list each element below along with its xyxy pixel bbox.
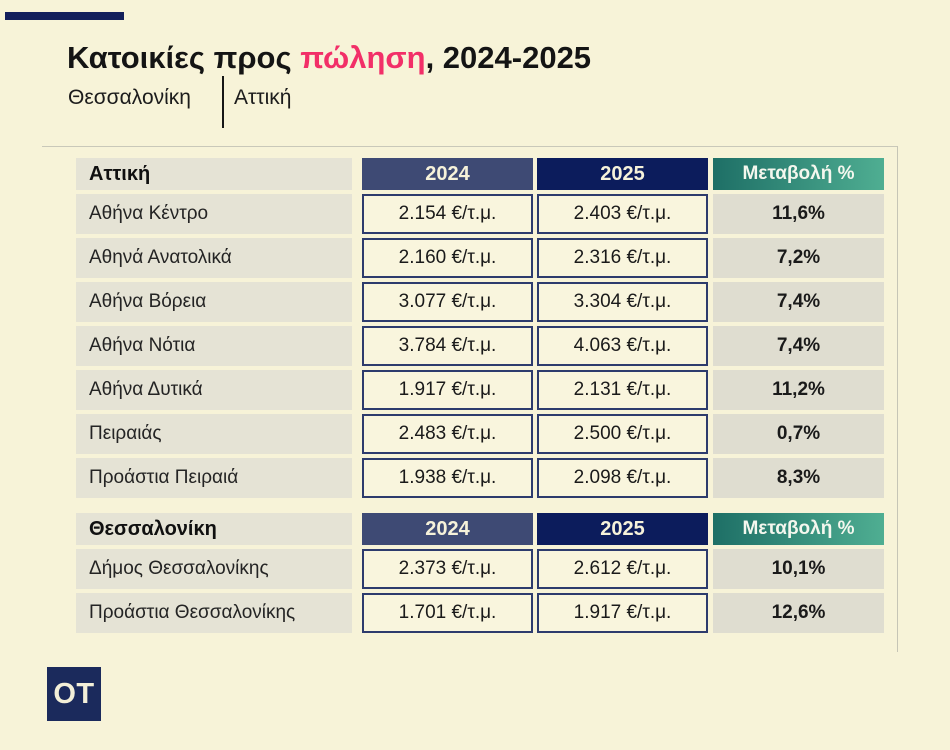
ot-logo-text: OT (53, 677, 95, 710)
value-2024: 3.077 €/τ.μ. (362, 282, 533, 322)
column-header-change: Μεταβολή % (713, 513, 884, 545)
title-highlight: πώληση (300, 40, 426, 75)
column-header-2025: 2025 (537, 513, 708, 545)
value-2024: 2.373 €/τ.μ. (362, 549, 533, 589)
section-gap (76, 502, 884, 513)
column-spacer (352, 238, 362, 278)
brand-accent-bar (5, 12, 124, 20)
change-value: 0,7% (713, 414, 884, 454)
change-value: 7,2% (713, 238, 884, 278)
row-label: Προάστια Πειραιά (76, 458, 352, 498)
column-header-change: Μεταβολή % (713, 158, 884, 190)
column-spacer (352, 194, 362, 234)
row-label: Αθήνα Βόρεια (76, 282, 352, 322)
row-label: Αθήνα Δυτικά (76, 370, 352, 410)
price-table: Αττική 2024 2025 Μεταβολή % Αθήνα Κέντρο 2.15… (76, 158, 884, 637)
table-row: Αθήνα Κέντρο 2.154 €/τ.μ. 2.403 €/τ.μ. 11,6… (76, 194, 884, 234)
change-value: 10,1% (713, 549, 884, 589)
value-2025: 2.098 €/τ.μ. (537, 458, 708, 498)
value-2025: 2.612 €/τ.μ. (537, 549, 708, 589)
change-value: 7,4% (713, 326, 884, 366)
column-header-2024: 2024 (362, 513, 533, 545)
row-label: Πειραιάς (76, 414, 352, 454)
value-2025: 2.403 €/τ.μ. (537, 194, 708, 234)
title-prefix: Κατοικίες προς (67, 40, 301, 75)
title-suffix: , 2024-2025 (425, 40, 592, 75)
change-value: 8,3% (713, 458, 884, 498)
column-spacer (352, 414, 362, 454)
page-title: Κατοικίες προς πώληση, 2024-2025 (67, 40, 591, 76)
change-value: 11,2% (713, 370, 884, 410)
row-label: Αθήνα Νότια (76, 326, 352, 366)
ot-logo: OT (47, 667, 101, 721)
row-label: Αθηνά Ανατολικά (76, 238, 352, 278)
column-spacer (352, 370, 362, 410)
section-title: Θεσσαλονίκη (76, 513, 352, 545)
tab-attiki[interactable]: Αττική (234, 86, 292, 109)
column-header-2024: 2024 (362, 158, 533, 190)
value-2024: 1.917 €/τ.μ. (362, 370, 533, 410)
value-2025: 2.131 €/τ.μ. (537, 370, 708, 410)
column-spacer (352, 282, 362, 322)
table-row: Δήμος Θεσσαλονίκης 2.373 €/τ.μ. 2.612 €/τ.… (76, 549, 884, 589)
tab-thessaloniki[interactable]: Θεσσαλονίκη (68, 86, 191, 109)
value-2025: 2.500 €/τ.μ. (537, 414, 708, 454)
table-scroll-track[interactable] (897, 146, 898, 652)
table-row: Αθήνα Βόρεια 3.077 €/τ.μ. 3.304 €/τ.μ. 7,4% (76, 282, 884, 322)
value-2024: 1.938 €/τ.μ. (362, 458, 533, 498)
column-spacer (352, 513, 362, 545)
table-row: Προάστια Θεσσαλονίκης 1.701 €/τ.μ. 1.917 €… (76, 593, 884, 633)
table-row: Αθηνά Ανατολικά 2.160 €/τ.μ. 2.316 €/τ.μ. 7… (76, 238, 884, 278)
table-top-rule (42, 146, 898, 147)
column-spacer (352, 326, 362, 366)
value-2024: 2.160 €/τ.μ. (362, 238, 533, 278)
row-label: Δήμος Θεσσαλονίκης (76, 549, 352, 589)
value-2024: 3.784 €/τ.μ. (362, 326, 533, 366)
row-label: Αθήνα Κέντρο (76, 194, 352, 234)
value-2025: 3.304 €/τ.μ. (537, 282, 708, 322)
table-section-header-row: Θεσσαλονίκη 2024 2025 Μεταβολή % (76, 513, 884, 545)
value-2025: 1.917 €/τ.μ. (537, 593, 708, 633)
section-title: Αττική (76, 158, 352, 190)
column-spacer (352, 158, 362, 190)
table-row: Αθήνα Νότια 3.784 €/τ.μ. 4.063 €/τ.μ. 7,4% (76, 326, 884, 366)
table-section-header-row: Αττική 2024 2025 Μεταβολή % (76, 158, 884, 190)
table-row: Πειραιάς 2.483 €/τ.μ. 2.500 €/τ.μ. 0,7% (76, 414, 884, 454)
column-spacer (352, 549, 362, 589)
change-value: 11,6% (713, 194, 884, 234)
tab-divider (222, 76, 224, 128)
value-2024: 2.483 €/τ.μ. (362, 414, 533, 454)
row-label: Προάστια Θεσσαλονίκης (76, 593, 352, 633)
value-2025: 2.316 €/τ.μ. (537, 238, 708, 278)
value-2025: 4.063 €/τ.μ. (537, 326, 708, 366)
column-header-2025: 2025 (537, 158, 708, 190)
table-row: Προάστια Πειραιά 1.938 €/τ.μ. 2.098 €/τ.μ.… (76, 458, 884, 498)
value-2024: 2.154 €/τ.μ. (362, 194, 533, 234)
change-value: 7,4% (713, 282, 884, 322)
change-value: 12,6% (713, 593, 884, 633)
column-spacer (352, 458, 362, 498)
value-2024: 1.701 €/τ.μ. (362, 593, 533, 633)
column-spacer (352, 593, 362, 633)
table-row: Αθήνα Δυτικά 1.917 €/τ.μ. 2.131 €/τ.μ. 11,2… (76, 370, 884, 410)
